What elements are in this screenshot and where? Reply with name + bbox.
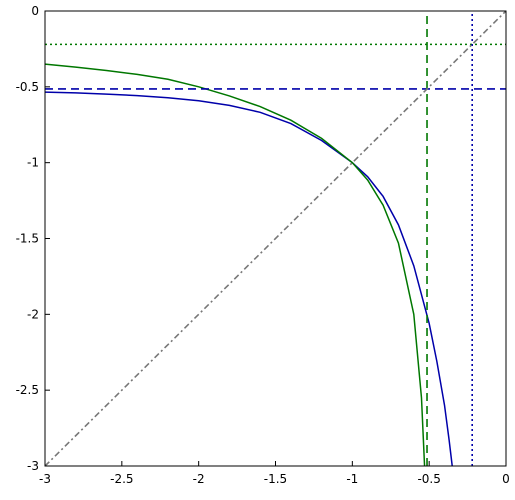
y-tick-label: -2.5 — [16, 383, 39, 397]
series-line-2 — [44, 63, 426, 467]
y-tick-label: -1 — [27, 156, 39, 170]
y-tick-label: -0.5 — [16, 80, 39, 94]
x-tick-label: -2 — [193, 472, 205, 486]
x-tick-label: -2.5 — [110, 472, 133, 486]
y-tick-label: -1.5 — [16, 232, 39, 246]
y-axis: 0 -0.5 -1 -1.5 -2 -2.5 -3 — [16, 4, 50, 473]
y-tick-label: 0 — [31, 4, 39, 18]
x-tick-label: -0.5 — [417, 472, 440, 486]
y-tick-label: -3 — [27, 459, 39, 473]
x-axis: -3 -2.5 -2 -1.5 -1 -0.5 0 — [39, 461, 510, 486]
series-line-1 — [44, 91, 453, 467]
x-tick-label: 0 — [502, 472, 510, 486]
x-tick-label: -3 — [39, 472, 51, 486]
x-tick-label: -1.5 — [264, 472, 287, 486]
series-line-7 — [44, 10, 507, 467]
x-tick-label: -1 — [346, 472, 358, 486]
plot-lines — [44, 10, 507, 467]
y-tick-label: -2 — [27, 307, 39, 321]
